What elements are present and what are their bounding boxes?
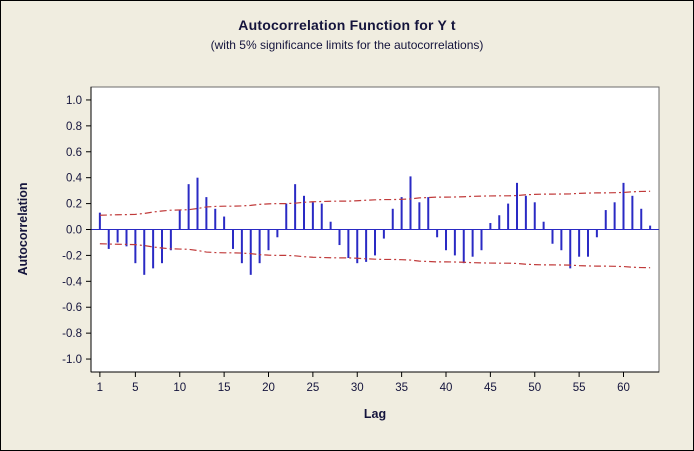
x-tick-label: 45	[484, 382, 497, 394]
upper-significance-limit	[99, 190, 651, 216]
x-tick-label: 10	[173, 382, 186, 394]
y-tick-label: -0.2	[62, 250, 82, 262]
y-tick-label: -0.6	[62, 302, 82, 314]
y-tick-label: 0.4	[66, 173, 83, 185]
y-tick-label: 0.2	[66, 199, 82, 211]
x-tick-label: 55	[573, 382, 586, 394]
x-tick-label: 15	[218, 382, 231, 394]
y-tick-label: 1.0	[66, 95, 82, 107]
y-tick-label: -0.8	[62, 328, 82, 340]
y-tick-label: -1.0	[62, 354, 82, 366]
chart-title: Autocorrelation Function for Y t	[238, 17, 456, 33]
x-axis-title: Lag	[363, 407, 387, 421]
x-tick-label: 60	[617, 382, 630, 394]
x-tick-label: 5	[132, 382, 138, 394]
x-tick-label: 35	[395, 382, 408, 394]
lower-significance-limit	[99, 243, 651, 269]
x-tick-label: 50	[528, 382, 541, 394]
x-tick-label: 20	[262, 382, 275, 394]
y-tick-label: 0.6	[66, 147, 82, 159]
x-tick-label: 25	[306, 382, 319, 394]
x-tick-label: 40	[440, 382, 453, 394]
x-tick-label: 30	[351, 382, 364, 394]
y-tick-label: -0.4	[62, 276, 82, 288]
x-tick-label: 1	[97, 382, 103, 394]
chart-subtitle: (with 5% significance limits for the aut…	[210, 38, 484, 52]
y-tick-label: 0.0	[66, 225, 82, 237]
y-tick-label: 0.8	[66, 121, 82, 133]
